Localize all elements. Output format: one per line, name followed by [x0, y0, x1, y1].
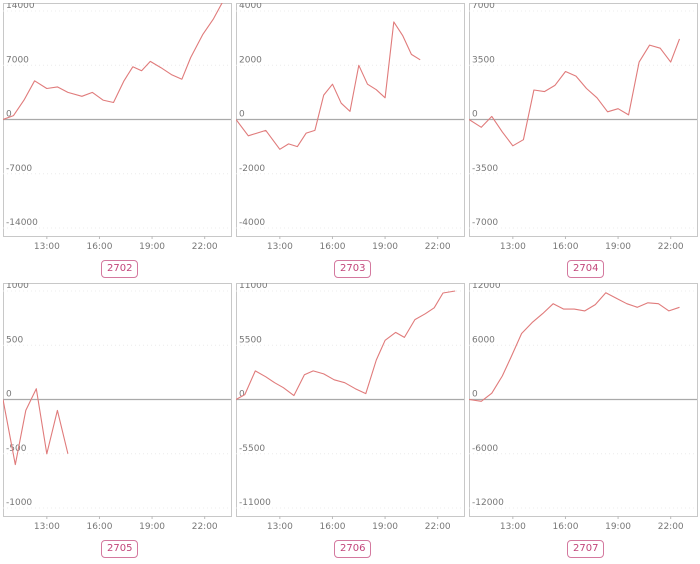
y-tick-label: 0	[6, 110, 12, 120]
chart-panel-2706: 11000 5500 0 -5500 -11000 13:00 16:00 19:00 22:0…	[236, 283, 469, 564]
y-tick-label: -2000	[239, 164, 265, 174]
y-tick-label: -14000	[6, 218, 38, 228]
x-tick-label: 13:00	[34, 242, 60, 252]
chart-svg-2706: 11000 5500 0 -5500 -11000 13:00 16:00 19:00 22:0…	[236, 283, 465, 532]
y-tick-label: 0	[6, 390, 12, 400]
x-tick-label: 19:00	[139, 522, 165, 532]
x-tick-label: 22:00	[425, 522, 451, 532]
x-tick-label: 16:00	[86, 242, 112, 252]
y-tick-label: 14000	[6, 3, 35, 11]
series-line-2704	[469, 38, 681, 147]
chart-svg-2702: 14000 7000 0 -7000 -14000 13:00 16:00 19:00 22:0…	[3, 3, 232, 252]
chart-panel-2703: 4000 2000 0 -2000 -4000 13:00 16:00 19:00 22:00 2…	[236, 3, 469, 284]
x-tick-label: 16:00	[319, 522, 345, 532]
x-tick-label: 19:00	[605, 522, 631, 532]
x-tick-label: 16:00	[319, 242, 345, 252]
chart-svg-2703: 4000 2000 0 -2000 -4000 13:00 16:00 19:00 22:00	[236, 3, 465, 252]
chart-title-badge: 2702	[101, 260, 139, 278]
y-tick-label: 1000	[6, 283, 29, 291]
chart-panel-2705: 1000 500 0 -500 -1000 13:00 16:00 19:00 22:00 270…	[3, 283, 236, 564]
x-tick-label: 19:00	[139, 242, 165, 252]
x-tick-label: 22:00	[658, 242, 684, 252]
y-tick-label: -1000	[6, 498, 32, 508]
y-tick-label: -4000	[239, 218, 265, 228]
y-tick-label: 7000	[6, 55, 29, 65]
series-line-2706	[236, 290, 456, 400]
series-line-2707	[469, 292, 680, 402]
y-tick-label: 3500	[472, 55, 495, 65]
chart-svg-2704: 7000 3500 0 -3500 -7000 13:00 16:00 19:00 22:00	[469, 3, 698, 252]
y-tick-label: -12000	[472, 498, 504, 508]
chart-title-badge: 2703	[334, 260, 372, 278]
chart-title-badge: 2704	[567, 260, 605, 278]
x-tick-label: 19:00	[605, 242, 631, 252]
series-line-2703	[236, 21, 421, 150]
y-tick-label: -7000	[6, 164, 32, 174]
x-tick-label: 16:00	[552, 242, 578, 252]
series-line-2705	[3, 388, 69, 466]
y-tick-label: 0	[239, 390, 245, 400]
chart-panel-2704: 7000 3500 0 -3500 -7000 13:00 16:00 19:00 22:00 2…	[469, 3, 700, 284]
series-line-2702	[3, 3, 223, 121]
y-tick-label: 0	[472, 110, 478, 120]
x-tick-label: 22:00	[192, 522, 218, 532]
chart-title-badge: 2707	[567, 540, 605, 558]
x-tick-label: 19:00	[372, 522, 398, 532]
y-tick-label: -500	[6, 444, 27, 454]
y-tick-label: 7000	[472, 3, 495, 11]
chart-title-badge: 2705	[101, 540, 139, 558]
y-tick-label: -7000	[472, 218, 498, 228]
chart-svg-2707: 12000 6000 0 -6000 -12000 13:00 16:00 19:00 22:0…	[469, 283, 698, 532]
chart-title-badge: 2706	[334, 540, 372, 558]
y-tick-label: 4000	[239, 3, 262, 11]
y-tick-label: -5500	[239, 444, 265, 454]
x-tick-label: 13:00	[500, 522, 526, 532]
y-tick-label: 0	[472, 390, 478, 400]
x-tick-label: 16:00	[552, 522, 578, 532]
x-tick-label: 19:00	[372, 242, 398, 252]
chart-panel-2707: 12000 6000 0 -6000 -12000 13:00 16:00 19:00 22:0…	[469, 283, 700, 564]
y-tick-label: -6000	[472, 444, 498, 454]
x-tick-label: 13:00	[267, 522, 293, 532]
y-tick-label: -3500	[472, 164, 498, 174]
chart-svg-2705: 1000 500 0 -500 -1000 13:00 16:00 19:00 22:00	[3, 283, 232, 532]
y-tick-label: -11000	[239, 498, 271, 508]
x-tick-label: 22:00	[658, 522, 684, 532]
y-tick-label: 2000	[239, 55, 262, 65]
y-tick-label: 12000	[472, 283, 501, 291]
x-tick-label: 13:00	[500, 242, 526, 252]
x-tick-label: 22:00	[425, 242, 451, 252]
x-tick-label: 16:00	[86, 522, 112, 532]
y-tick-label: 5500	[239, 335, 262, 345]
x-tick-label: 22:00	[192, 242, 218, 252]
x-tick-label: 13:00	[34, 522, 60, 532]
y-tick-label: 6000	[472, 335, 495, 345]
y-tick-label: 0	[239, 110, 245, 120]
chart-panel-2702: 14000 7000 0 -7000 -14000 13:00 16:00 19:00 22:0…	[3, 3, 236, 284]
x-tick-label: 13:00	[267, 242, 293, 252]
y-tick-label: 11000	[239, 283, 268, 291]
y-tick-label: 500	[6, 335, 23, 345]
